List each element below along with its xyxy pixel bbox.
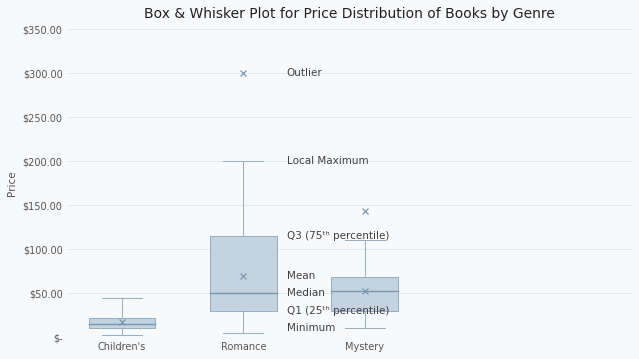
Text: Q1 (25ᵗʰ percentile): Q1 (25ᵗʰ percentile) [286,306,389,316]
FancyBboxPatch shape [332,277,398,311]
Text: Outlier: Outlier [286,68,322,78]
FancyBboxPatch shape [210,236,277,311]
Text: Median: Median [286,288,325,298]
Text: Mean: Mean [286,271,315,281]
Text: Local Maximum: Local Maximum [286,156,368,166]
FancyBboxPatch shape [89,318,155,328]
Text: Minimum: Minimum [286,323,335,333]
Title: Box & Whisker Plot for Price Distribution of Books by Genre: Box & Whisker Plot for Price Distributio… [144,7,555,21]
Y-axis label: Price: Price [7,170,17,196]
Text: Q3 (75ᵗʰ percentile): Q3 (75ᵗʰ percentile) [286,231,389,241]
